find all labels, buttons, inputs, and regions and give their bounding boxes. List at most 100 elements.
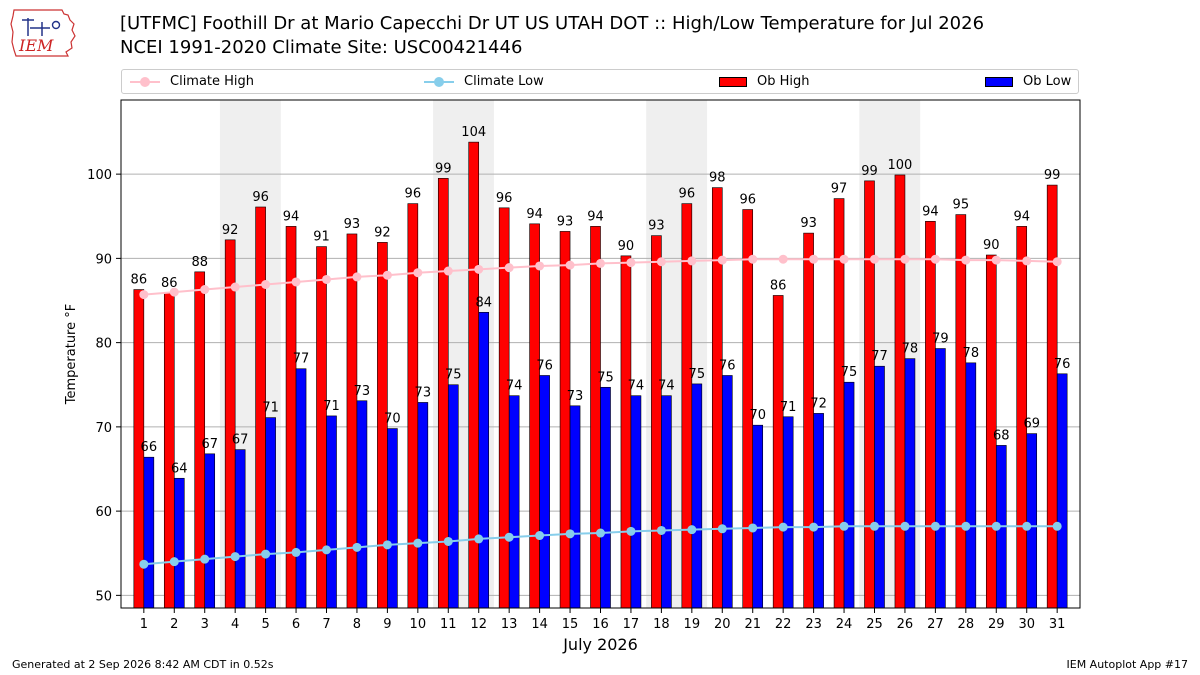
ob-low-bar-30 bbox=[1026, 433, 1038, 609]
x-tick-label-10: 10 bbox=[410, 617, 427, 632]
ob-high-label-10: 96 bbox=[405, 187, 422, 202]
climate-low-point-5 bbox=[261, 549, 271, 559]
ob-low-bar-15 bbox=[569, 405, 581, 609]
climate-high-point-7 bbox=[322, 274, 331, 284]
ob-high-bar-20 bbox=[711, 187, 723, 609]
ob-high-label-6: 94 bbox=[283, 209, 300, 224]
ob-high-label-16: 94 bbox=[587, 209, 604, 224]
legend-label-ob-high: Ob High bbox=[757, 74, 810, 89]
ob-low-bar-8 bbox=[356, 400, 368, 609]
ob-high-bar-25 bbox=[864, 180, 875, 609]
ob-low-label-26: 78 bbox=[902, 342, 919, 357]
ob-low-bar-11 bbox=[447, 384, 459, 609]
logo-text: IEM bbox=[18, 36, 54, 55]
generated-note: Generated at 2 Sep 2026 8:42 AM CDT in 0… bbox=[12, 658, 274, 671]
x-tick-label-28: 28 bbox=[958, 617, 975, 632]
ob-high-bar-15 bbox=[559, 231, 571, 609]
climate-low-point-21 bbox=[748, 523, 758, 533]
ob-low-label-30: 69 bbox=[1023, 417, 1040, 432]
ob-low-bar-18 bbox=[661, 395, 672, 609]
x-tick-label-27: 27 bbox=[927, 617, 944, 632]
climate-low-point-18 bbox=[656, 525, 666, 535]
ob-low-label-6: 77 bbox=[293, 352, 310, 367]
x-tick-label-31: 31 bbox=[1049, 617, 1066, 632]
ob-low-label-7: 71 bbox=[323, 399, 340, 414]
climate-low-point-26 bbox=[900, 521, 910, 531]
ob-low-label-28: 78 bbox=[963, 346, 980, 361]
climate-low-point-25 bbox=[870, 521, 879, 531]
ob-high-label-3: 88 bbox=[191, 255, 208, 270]
ob-high-label-2: 86 bbox=[161, 276, 178, 291]
ob-low-label-31: 76 bbox=[1054, 357, 1071, 372]
legend-item-ob-low: Ob Low bbox=[985, 70, 1071, 93]
x-tick-label-13: 13 bbox=[501, 617, 518, 632]
ob-low-bar-6 bbox=[295, 368, 307, 609]
climate-low-point-14 bbox=[535, 531, 545, 541]
ob-low-label-24: 75 bbox=[841, 365, 858, 380]
climate-low-point-27 bbox=[930, 521, 940, 531]
climate-high-point-31 bbox=[1052, 257, 1062, 267]
x-tick-label-24: 24 bbox=[836, 617, 853, 632]
ob-high-bar-31 bbox=[1046, 184, 1058, 609]
ob-low-bar-20 bbox=[721, 375, 733, 609]
climate-high-point-8 bbox=[352, 272, 362, 282]
climate-low-point-11 bbox=[443, 536, 453, 546]
climate-high-point-10 bbox=[413, 268, 423, 278]
y-tick-label-80: 80 bbox=[95, 337, 112, 352]
climate-low-point-3 bbox=[200, 554, 210, 564]
climate-low-point-28 bbox=[961, 521, 971, 531]
climate-low-point-8 bbox=[352, 542, 362, 552]
ob-high-bar-28 bbox=[955, 214, 967, 609]
climate-high-point-22 bbox=[778, 254, 788, 264]
climate-high-point-6 bbox=[291, 277, 301, 287]
legend-swatch-ob-high bbox=[719, 76, 747, 87]
ob-high-label-13: 96 bbox=[496, 191, 513, 206]
climate-low-point-31 bbox=[1052, 521, 1062, 531]
ob-low-bar-10 bbox=[417, 402, 429, 609]
ob-low-bar-12 bbox=[478, 311, 490, 609]
climate-low-point-23 bbox=[809, 522, 819, 532]
ob-high-label-26: 100 bbox=[888, 158, 913, 173]
ob-high-label-19: 96 bbox=[679, 187, 696, 202]
x-tick-label-11: 11 bbox=[440, 617, 457, 632]
legend-label-climate-high: Climate High bbox=[170, 74, 255, 89]
climate-high-point-29 bbox=[991, 255, 1001, 265]
x-tick-label-14: 14 bbox=[531, 617, 548, 632]
x-tick-label-29: 29 bbox=[988, 617, 1005, 632]
x-tick-label-22: 22 bbox=[775, 617, 792, 632]
ob-high-bar-27 bbox=[925, 221, 936, 609]
ob-high-bar-14 bbox=[529, 223, 540, 609]
climate-low-point-30 bbox=[1022, 521, 1032, 531]
climate-low-point-17 bbox=[626, 526, 636, 536]
climate-high-point-23 bbox=[809, 254, 819, 264]
ob-low-bar-31 bbox=[1056, 373, 1068, 609]
climate-high-point-5 bbox=[261, 279, 271, 289]
ob-high-bar-22 bbox=[772, 295, 784, 609]
y-tick-label-100: 100 bbox=[87, 168, 112, 183]
ob-low-bar-24 bbox=[843, 381, 855, 609]
ob-low-bar-19 bbox=[691, 383, 703, 609]
ob-low-bar-17 bbox=[630, 395, 642, 609]
ob-low-bar-23 bbox=[813, 413, 824, 609]
ob-low-bar-28 bbox=[965, 362, 977, 609]
ob-low-label-10: 73 bbox=[415, 385, 432, 400]
ob-high-label-1: 86 bbox=[131, 273, 148, 288]
x-tick-label-23: 23 bbox=[805, 617, 822, 632]
climate-high-point-19 bbox=[687, 256, 697, 266]
climate-high-point-16 bbox=[596, 258, 605, 268]
ob-high-label-18: 93 bbox=[648, 219, 665, 234]
ob-low-label-5: 71 bbox=[262, 401, 279, 416]
climate-low-point-29 bbox=[991, 521, 1001, 531]
ob-low-label-27: 79 bbox=[932, 332, 949, 347]
x-tick-label-18: 18 bbox=[653, 617, 670, 632]
ob-low-label-1: 66 bbox=[141, 440, 158, 455]
ob-high-label-7: 91 bbox=[313, 230, 330, 245]
ob-low-label-21: 70 bbox=[749, 408, 766, 423]
climate-low-point-1 bbox=[139, 559, 149, 569]
ob-low-label-25: 77 bbox=[871, 349, 888, 364]
x-axis-label: July 2026 bbox=[562, 635, 638, 654]
ob-high-label-22: 86 bbox=[770, 278, 787, 293]
ob-high-label-23: 93 bbox=[800, 216, 817, 231]
ob-low-bar-13 bbox=[508, 395, 520, 609]
